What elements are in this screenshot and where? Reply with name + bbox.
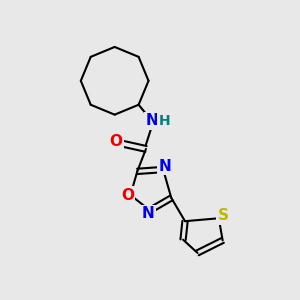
Text: S: S: [218, 208, 229, 224]
Text: O: O: [121, 188, 134, 202]
Text: N: N: [146, 113, 158, 128]
Text: N: N: [158, 159, 171, 174]
Text: N: N: [142, 206, 155, 221]
Text: H: H: [158, 114, 170, 128]
Text: O: O: [110, 134, 122, 149]
